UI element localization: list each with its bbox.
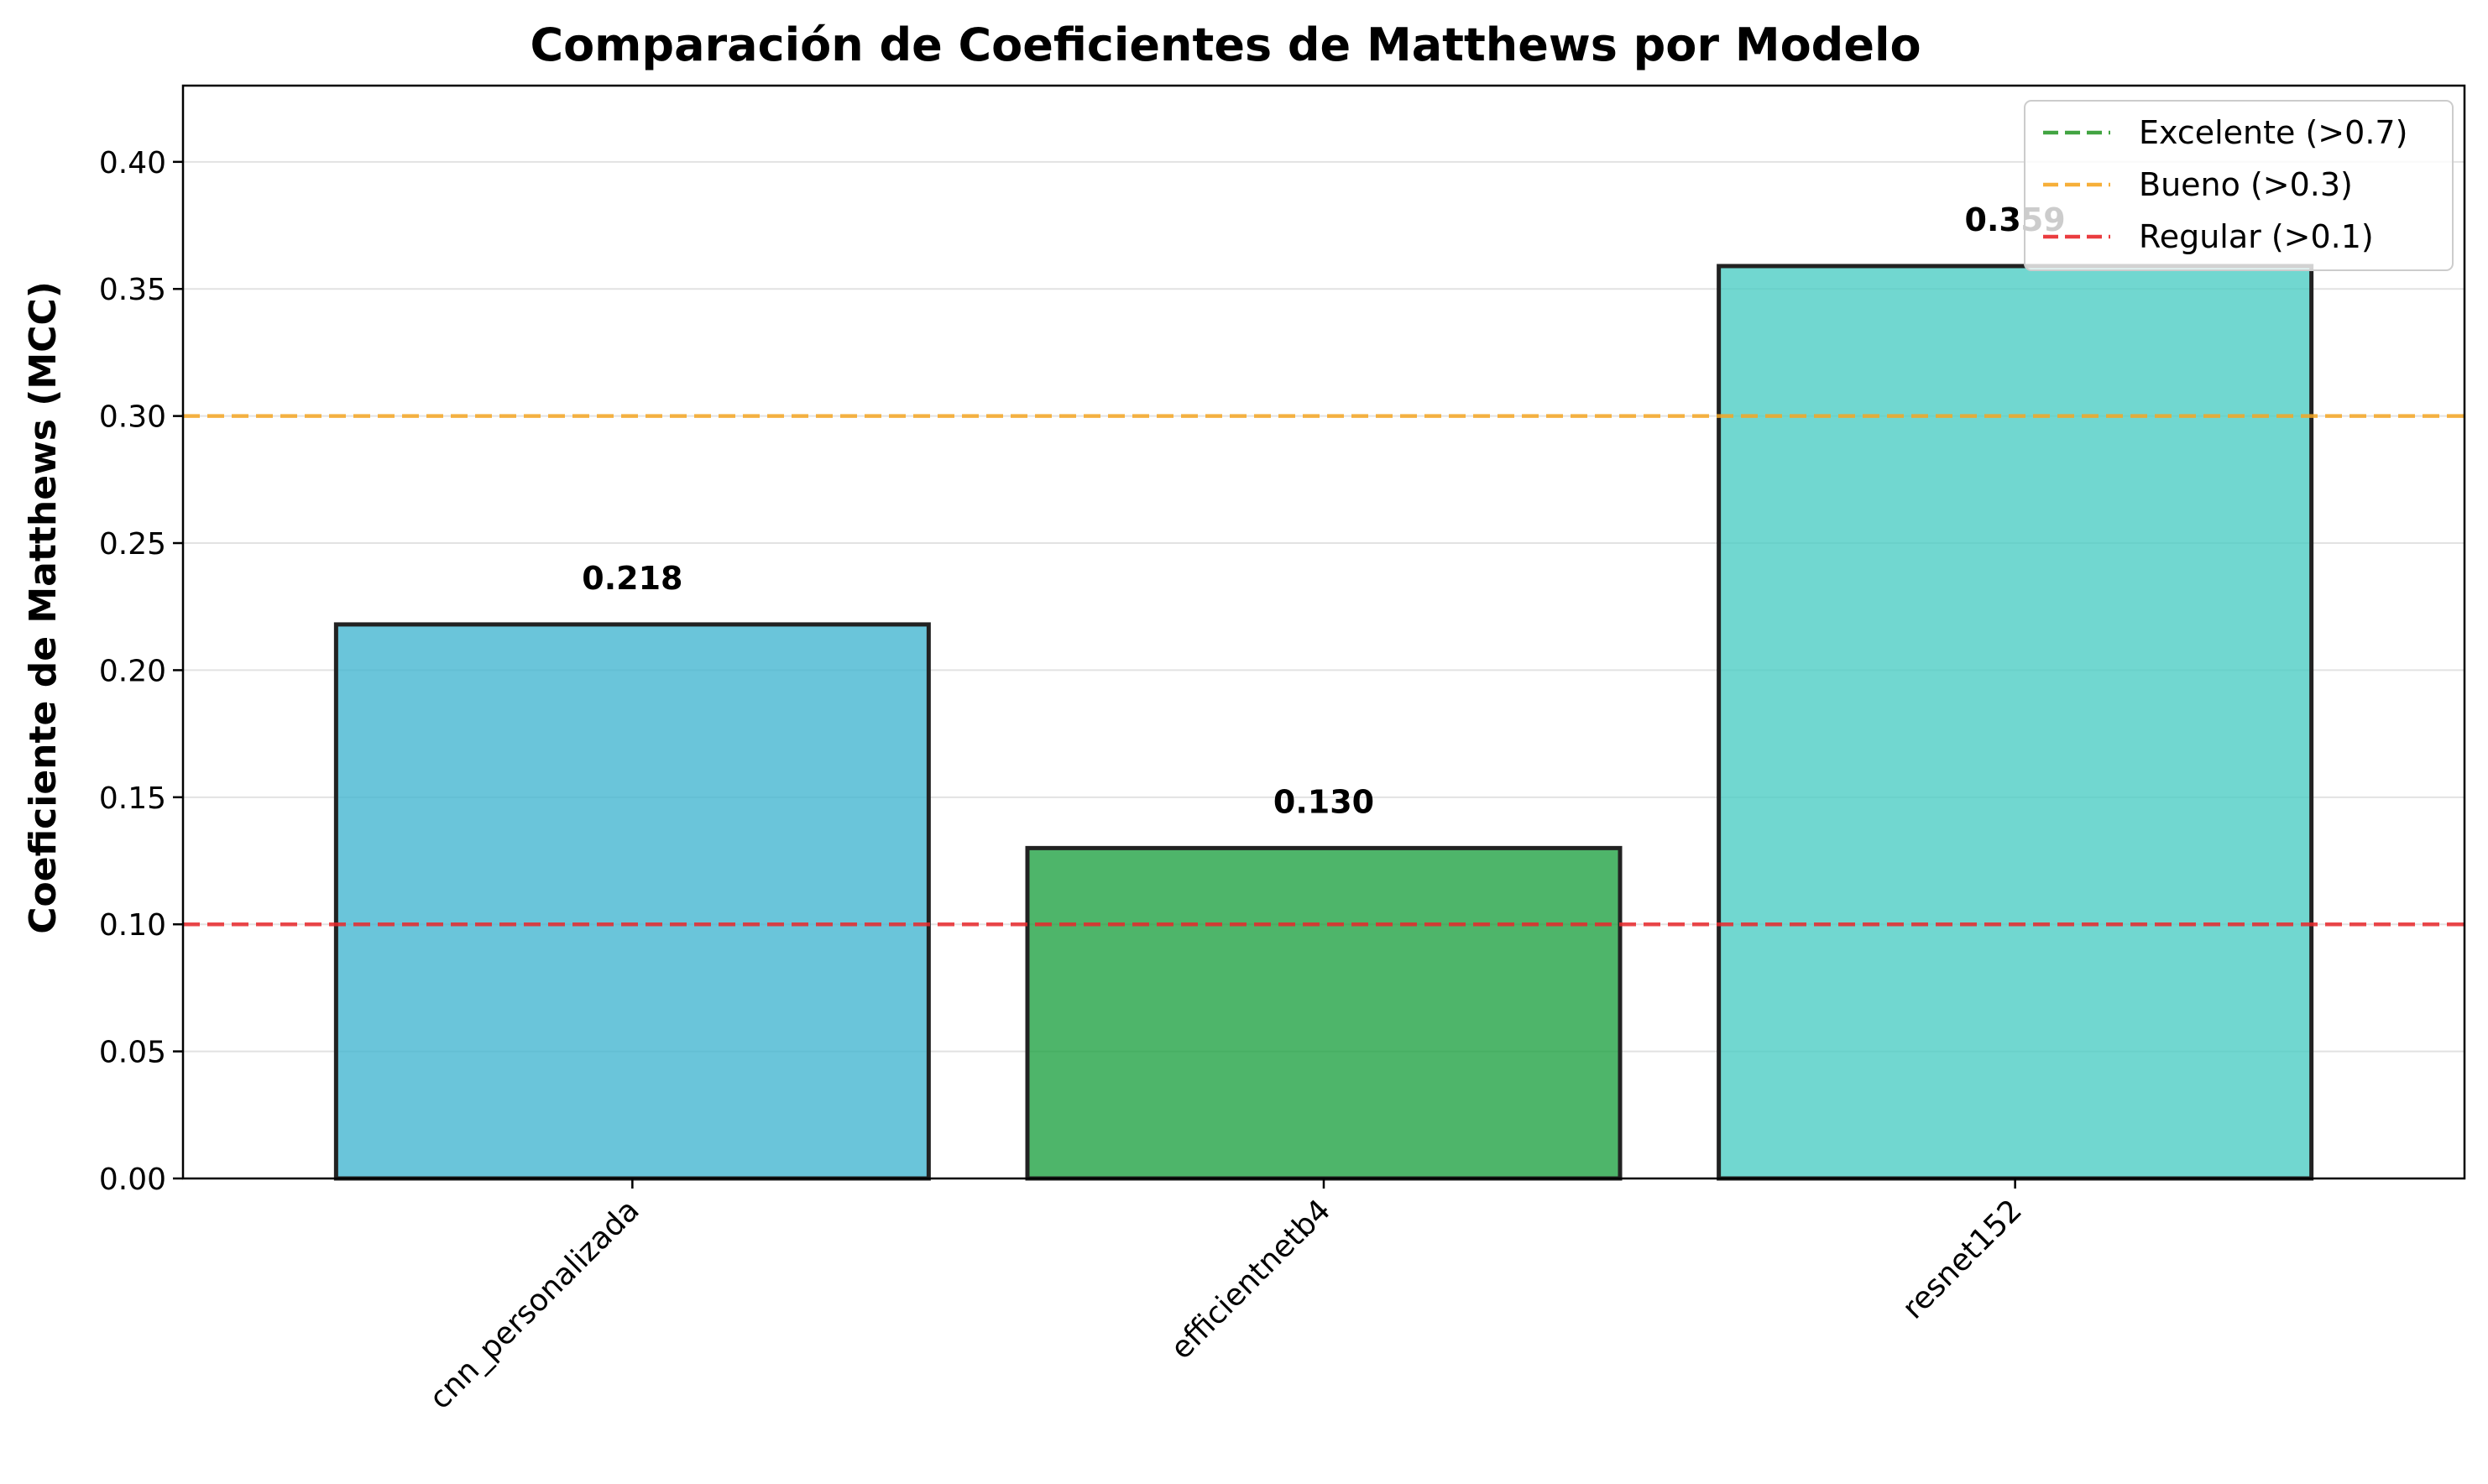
- legend-box: [2024, 100, 2454, 271]
- y-tick-label: 0.40: [99, 146, 166, 180]
- y-tick-label: 0.35: [99, 273, 166, 307]
- value-label: 0.130: [1273, 783, 1374, 820]
- y-tick-label: 0.15: [99, 781, 166, 816]
- y-tick-label: 0.30: [99, 400, 166, 435]
- bars: [333, 264, 2314, 1181]
- bar-efficientnetb4: [1025, 845, 1623, 1181]
- y-tick-label: 0.20: [99, 654, 166, 688]
- legend-entry: Excelente (>0.7): [2139, 114, 2407, 151]
- bar-cnn_personalizada: [333, 622, 931, 1181]
- legend-entry: Bueno (>0.3): [2139, 166, 2353, 203]
- plot-frame: [181, 84, 2466, 1180]
- chart-title: Comparación de Coeficientes de Matthews …: [530, 18, 1921, 71]
- bar-resnet152: [1717, 264, 2314, 1181]
- y-axis-ticks: 0.00 0.05 0.10 0.15 0.20 0.25 0.30 0.35 0.40: [99, 146, 183, 1197]
- reference-lines: [183, 414, 2464, 927]
- y-axis-label: Coeficiente de Matthews (MCC): [22, 281, 65, 934]
- y-tick-label: 0.00: [99, 1163, 166, 1197]
- value-label: 0.218: [582, 560, 682, 597]
- y-tick-label: 0.25: [99, 527, 166, 562]
- legend-entry: Regular (>0.1): [2139, 218, 2374, 255]
- legend: Excelente (>0.7) Bueno (>0.3) Regular (>0.…: [2024, 100, 2454, 271]
- y-tick-label: 0.10: [99, 908, 166, 943]
- y-tick-label: 0.05: [99, 1036, 166, 1070]
